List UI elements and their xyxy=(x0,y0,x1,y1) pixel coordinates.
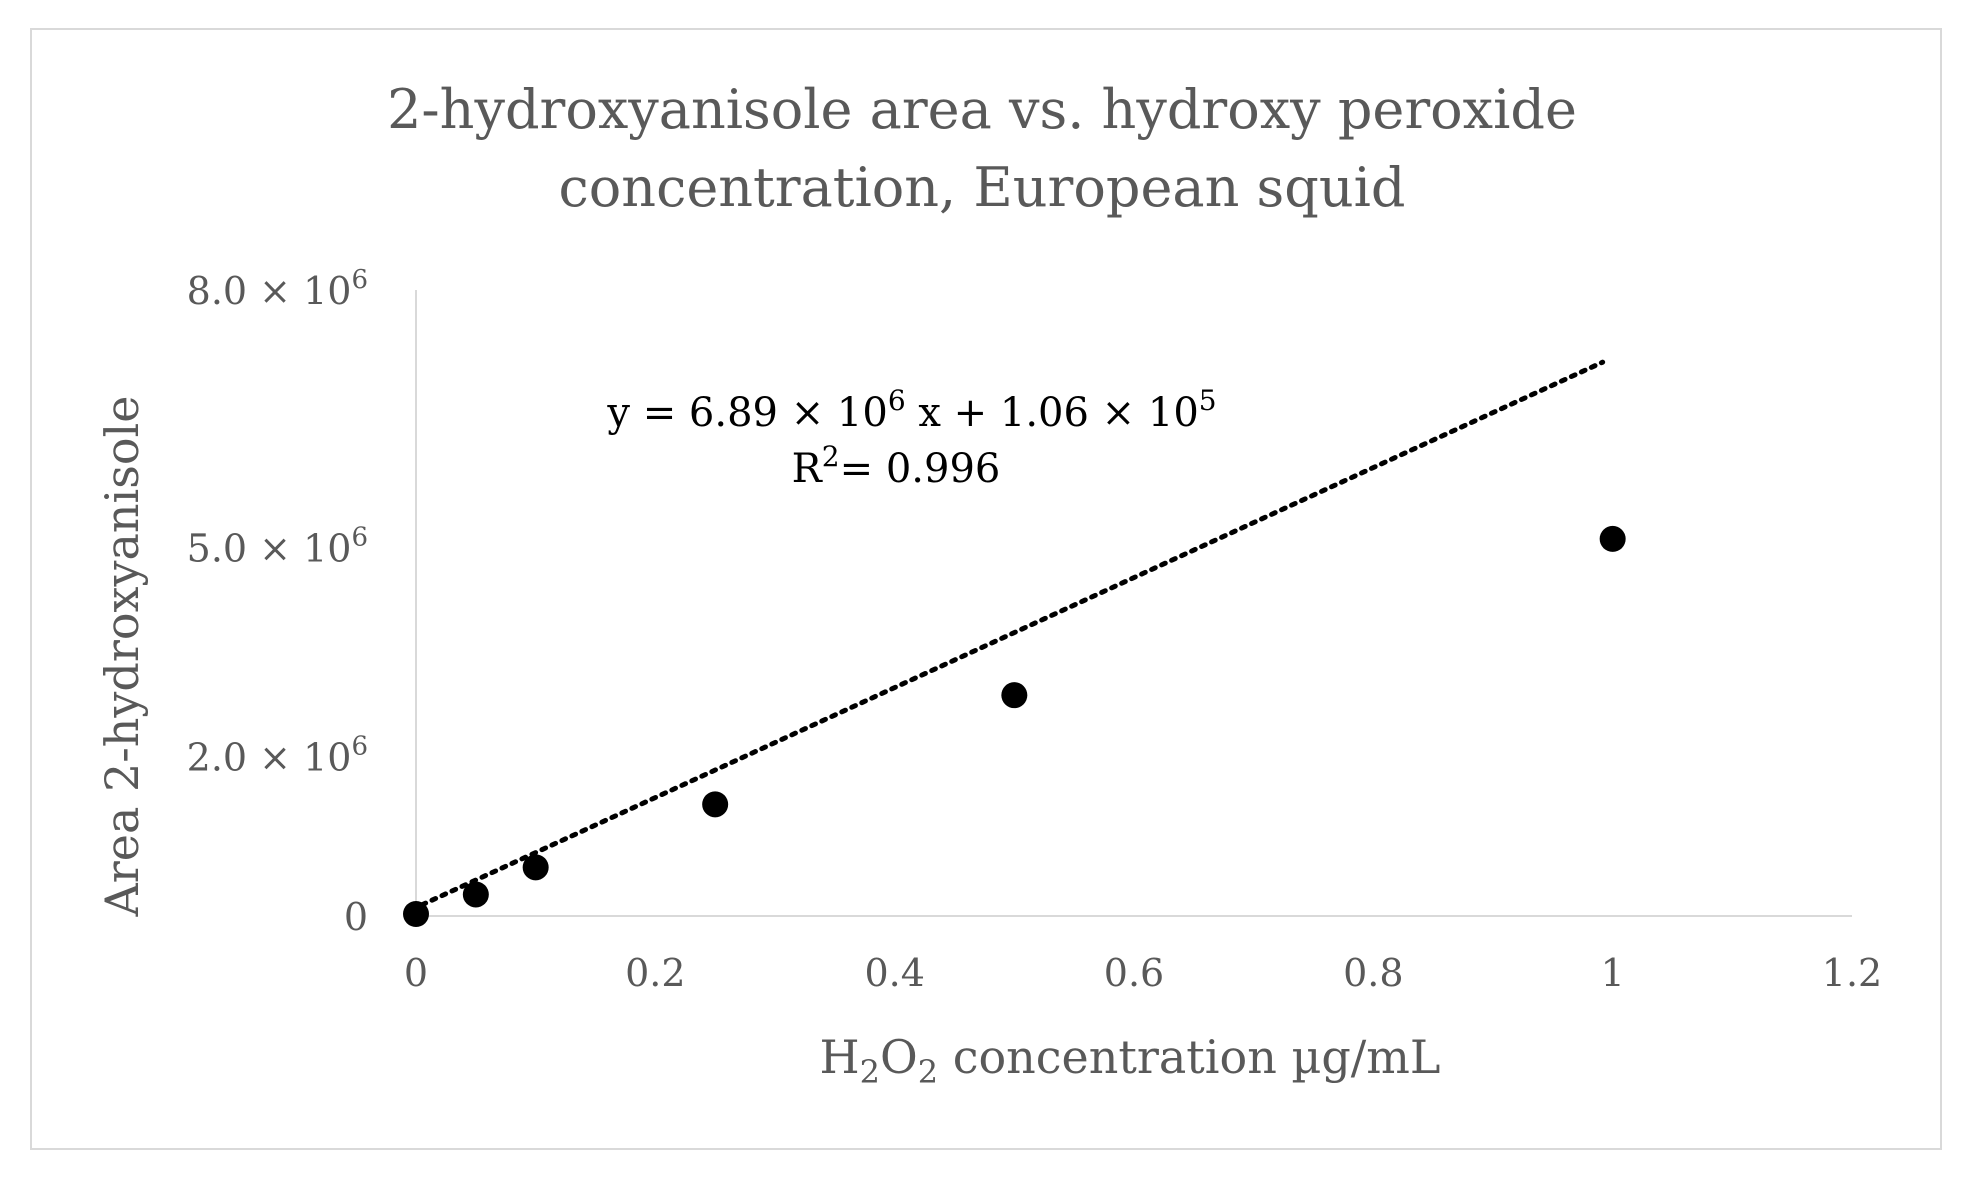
chart-title-line2: concentration, European squid xyxy=(559,156,1406,219)
chart-title-line1: 2-hydroxyanisole area vs. hydroxy peroxi… xyxy=(387,78,1577,141)
data-point xyxy=(462,881,489,908)
x-axis-title: H2O2 concentration µg/mL xyxy=(820,1030,1441,1091)
r-squared-label: R2= 0.996 xyxy=(792,440,1001,492)
chart-frame xyxy=(30,28,1942,1150)
data-points xyxy=(403,525,1626,927)
data-point xyxy=(1599,525,1626,552)
y-tick-label: 0 xyxy=(344,895,368,939)
x-tick-label: 0.4 xyxy=(864,951,924,995)
y-tick-label: 5.0 × 106 xyxy=(187,522,368,570)
y-tick-labels: 0 2.0 × 106 5.0 × 106 8.0 × 106 xyxy=(187,265,368,939)
trendline xyxy=(419,359,1606,908)
x-tick-label: 0 xyxy=(404,951,428,995)
data-point xyxy=(403,901,429,927)
x-tick-label: 1.2 xyxy=(1822,951,1882,995)
y-tick-label: 2.0 × 106 xyxy=(187,731,368,779)
data-point xyxy=(522,854,549,881)
data-point xyxy=(702,791,729,818)
data-point xyxy=(1001,682,1028,709)
x-tick-label: 1 xyxy=(1601,951,1625,995)
y-tick-label: 8.0 × 106 xyxy=(187,265,368,313)
x-tick-label: 0.8 xyxy=(1343,951,1403,995)
trendline-equation: y = 6.89 × 106 x + 1.06 × 105 xyxy=(606,384,1216,436)
x-tick-labels: 0 0.2 0.4 0.6 0.8 1 1.2 xyxy=(404,951,1882,995)
trendline-group xyxy=(419,359,1606,908)
x-tick-label: 0.2 xyxy=(625,951,685,995)
y-axis-title: Area 2-hydroxyanisole xyxy=(95,396,149,918)
x-tick-label: 0.6 xyxy=(1104,951,1164,995)
